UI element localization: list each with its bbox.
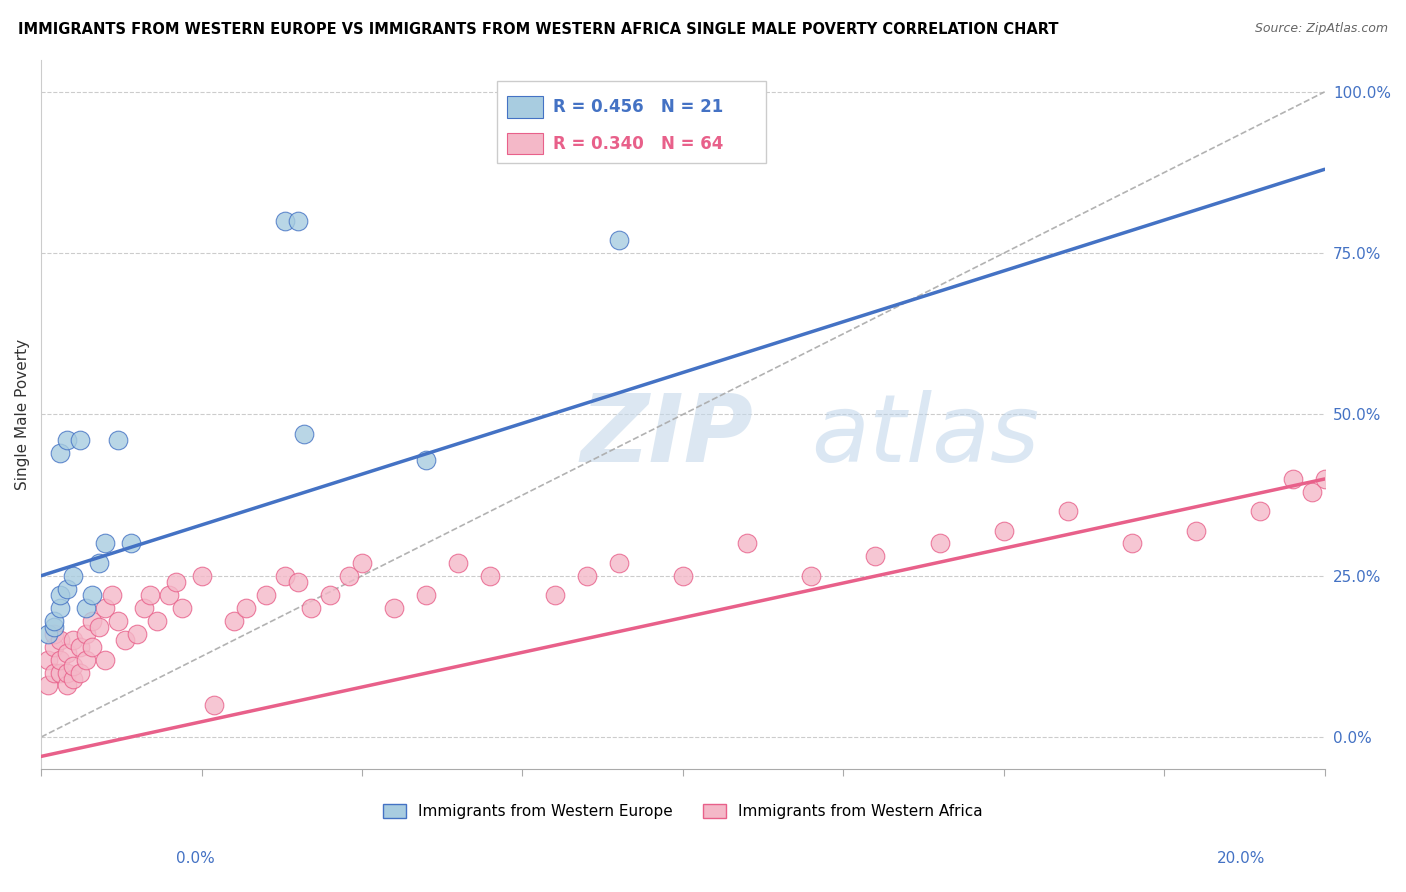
Point [447,556,470,570]
Point [75,601,97,615]
Point [107,434,129,448]
Point [49,588,72,602]
Point [49,665,72,680]
Text: ZIP: ZIP [581,390,754,482]
Point [94,652,117,666]
Point [82,588,104,602]
Point [1121,536,1143,550]
Point [75,627,97,641]
Point [1185,524,1208,538]
Point [49,652,72,666]
Point [55,582,77,596]
Point [42,665,65,680]
Point [254,588,277,602]
Point [62,659,84,673]
Point [415,588,437,602]
Point [672,568,695,582]
Point [42,620,65,634]
Point [287,575,309,590]
Point [69,665,91,680]
Point [62,633,84,648]
Point [1313,472,1336,486]
Point [55,665,77,680]
Point [299,601,322,615]
Point [49,446,72,460]
Point [42,627,65,641]
Point [172,601,194,615]
Text: Source: ZipAtlas.com: Source: ZipAtlas.com [1254,22,1388,36]
Point [114,633,136,648]
Point [49,633,72,648]
Point [165,575,187,590]
Point [62,672,84,686]
Point [287,214,309,228]
Point [100,588,122,602]
Point [350,556,373,570]
Point [274,214,297,228]
Point [42,614,65,628]
Text: 0.0%: 0.0% [176,851,215,865]
Legend: Immigrants from Western Europe, Immigrants from Western Africa: Immigrants from Western Europe, Immigran… [377,798,988,825]
Point [139,588,162,602]
Point [75,652,97,666]
Point [800,568,823,582]
Text: R = 0.456   N = 21: R = 0.456 N = 21 [553,98,724,116]
Point [37,627,59,641]
Point [222,614,245,628]
Point [274,568,297,582]
Point [132,601,155,615]
Point [82,640,104,654]
Point [69,640,91,654]
Point [735,536,758,550]
Point [49,601,72,615]
Point [235,601,257,615]
Point [42,640,65,654]
Point [479,568,502,582]
Point [87,620,110,634]
Point [1301,484,1323,499]
Point [865,549,887,564]
Point [69,434,91,448]
Point [1057,504,1080,518]
Point [120,536,142,550]
FancyBboxPatch shape [496,81,766,162]
Point [159,588,181,602]
Point [607,233,630,247]
Point [543,588,565,602]
Point [94,601,117,615]
Point [575,568,598,582]
Text: IMMIGRANTS FROM WESTERN EUROPE VS IMMIGRANTS FROM WESTERN AFRICA SINGLE MALE POV: IMMIGRANTS FROM WESTERN EUROPE VS IMMIGR… [18,22,1059,37]
Point [319,588,342,602]
Point [55,434,77,448]
Point [55,678,77,692]
Point [202,698,225,712]
Y-axis label: Single Male Poverty: Single Male Poverty [15,339,30,490]
Point [37,678,59,692]
Text: 20.0%: 20.0% [1218,851,1265,865]
Point [1281,472,1303,486]
Point [82,614,104,628]
Point [87,556,110,570]
Point [337,568,360,582]
Point [190,568,212,582]
Bar [508,133,543,154]
Point [928,536,950,550]
Point [1250,504,1272,518]
Point [62,568,84,582]
Point [993,524,1015,538]
Point [145,614,167,628]
Text: R = 0.340   N = 64: R = 0.340 N = 64 [553,135,724,153]
Point [94,536,117,550]
Text: atlas: atlas [811,390,1039,482]
Point [55,646,77,660]
Point [292,426,315,441]
Bar [508,96,543,118]
Point [127,627,149,641]
Point [607,556,630,570]
Point [382,601,405,615]
Point [37,652,59,666]
Point [107,614,129,628]
Point [415,452,437,467]
